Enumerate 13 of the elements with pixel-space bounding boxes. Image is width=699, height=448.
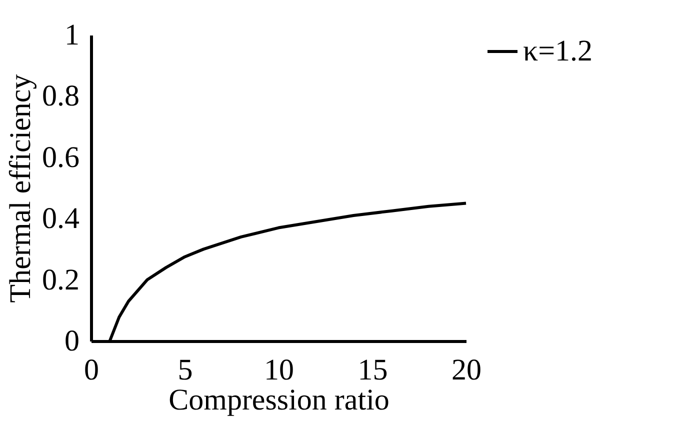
y-tick-label: 0.2 <box>42 263 80 296</box>
x-tick-label: 15 <box>358 354 388 386</box>
x-tick-label: 20 <box>452 354 482 386</box>
y-tick-label: 0.4 <box>42 202 80 236</box>
y-axis-title: Thermal efficiency <box>4 74 37 303</box>
y-tick-label: 0 <box>64 324 80 358</box>
legend-label: κ=1.2 <box>523 34 593 68</box>
x-tick-label: 10 <box>264 354 294 386</box>
x-tick-label: 5 <box>178 354 193 386</box>
x-axis-title: Compression ratio <box>168 384 390 416</box>
y-tick-label: 0.6 <box>42 140 80 174</box>
y-tick-label: 1 <box>64 18 80 52</box>
y-tick-label: 0.8 <box>42 80 80 113</box>
